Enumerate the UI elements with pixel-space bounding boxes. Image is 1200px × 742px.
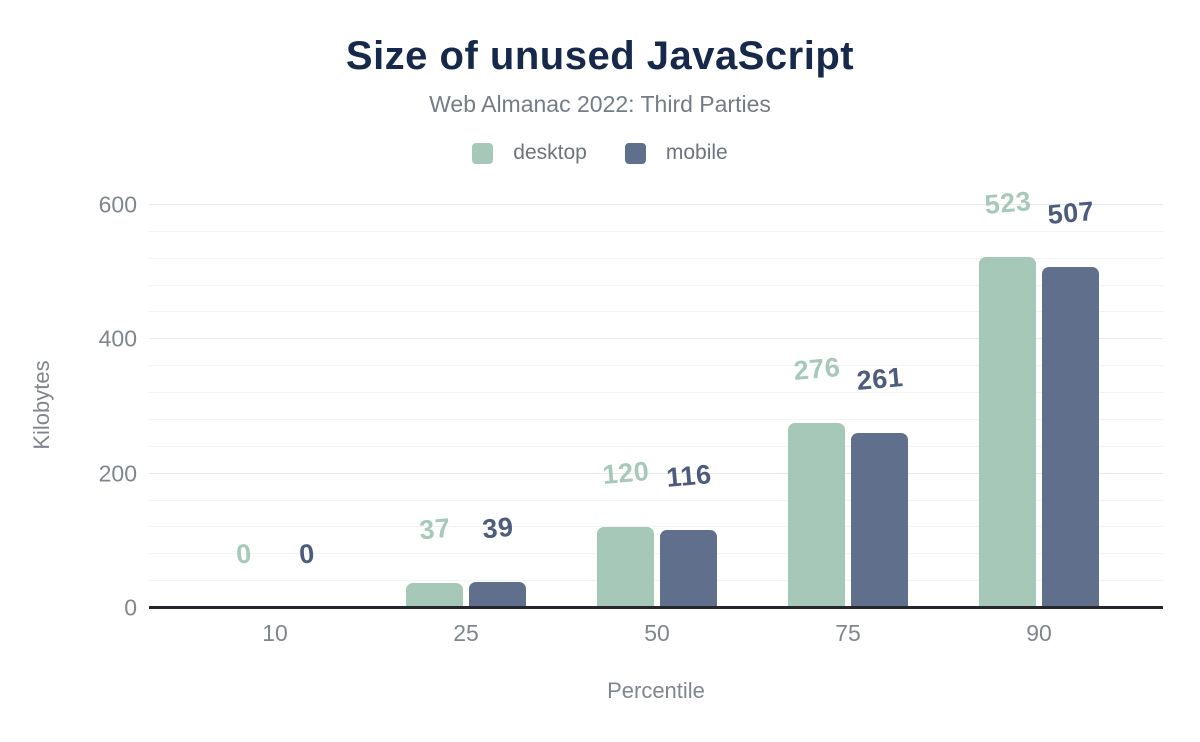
bar-desktop-p50 xyxy=(597,527,654,608)
legend: desktop mobile xyxy=(0,141,1200,165)
gridline-360 xyxy=(149,365,1163,367)
x-tick-label-90: 90 xyxy=(1026,620,1052,646)
bar-mobile-p90 xyxy=(1042,267,1099,608)
gridline-560 xyxy=(149,230,1163,232)
desktop-swatch-icon xyxy=(472,142,494,164)
bar-mobile-p75 xyxy=(851,432,908,608)
legend-label-mobile: mobile xyxy=(665,141,728,164)
gridline-80 xyxy=(149,553,1163,555)
gridline-120 xyxy=(149,526,1163,528)
chart-title: Size of unused JavaScript xyxy=(345,34,855,78)
x-tick-label-10: 10 xyxy=(262,620,288,646)
gridline-160 xyxy=(149,499,1163,501)
legend-item-mobile: mobile xyxy=(624,141,728,165)
gridline-600 xyxy=(149,204,1163,205)
x-tick-label-25: 25 xyxy=(453,620,479,646)
y-tick-label-0: 0 xyxy=(124,594,137,621)
gridline-200 xyxy=(149,472,1163,474)
gridline-480 xyxy=(149,284,1163,286)
legend-label-desktop: desktop xyxy=(513,141,587,164)
x-tick-label-50: 50 xyxy=(644,620,670,646)
y-tick-label-600: 600 xyxy=(98,191,137,218)
legend-item-desktop: desktop xyxy=(472,141,587,165)
x-axis-title: Percentile xyxy=(607,678,705,703)
gridline-520 xyxy=(149,257,1163,259)
gridline-400 xyxy=(149,338,1163,340)
plot-area: 0 0 37 39 120 116 276 261 523 507 xyxy=(149,186,1163,608)
gridline-440 xyxy=(149,311,1163,313)
bar-desktop-p90 xyxy=(979,256,1036,608)
x-axis-line xyxy=(149,606,1163,609)
x-tick-label-75: 75 xyxy=(835,620,861,646)
mobile-swatch-icon xyxy=(624,142,646,164)
gridline-40 xyxy=(149,580,1163,582)
bar-mobile-p25 xyxy=(469,581,526,608)
y-tick-label-400: 400 xyxy=(98,325,137,352)
gridline-240 xyxy=(149,445,1163,447)
chart-subtitle: Web Almanac 2022: Third Parties xyxy=(429,91,771,117)
bar-desktop-p25 xyxy=(406,583,463,608)
bar-desktop-p75 xyxy=(788,422,845,608)
gridline-280 xyxy=(149,418,1163,420)
gridline-320 xyxy=(149,392,1163,394)
bar-mobile-p50 xyxy=(660,530,717,608)
y-tick-label-200: 200 xyxy=(98,460,137,487)
y-axis-title: Kilobytes xyxy=(29,360,54,450)
